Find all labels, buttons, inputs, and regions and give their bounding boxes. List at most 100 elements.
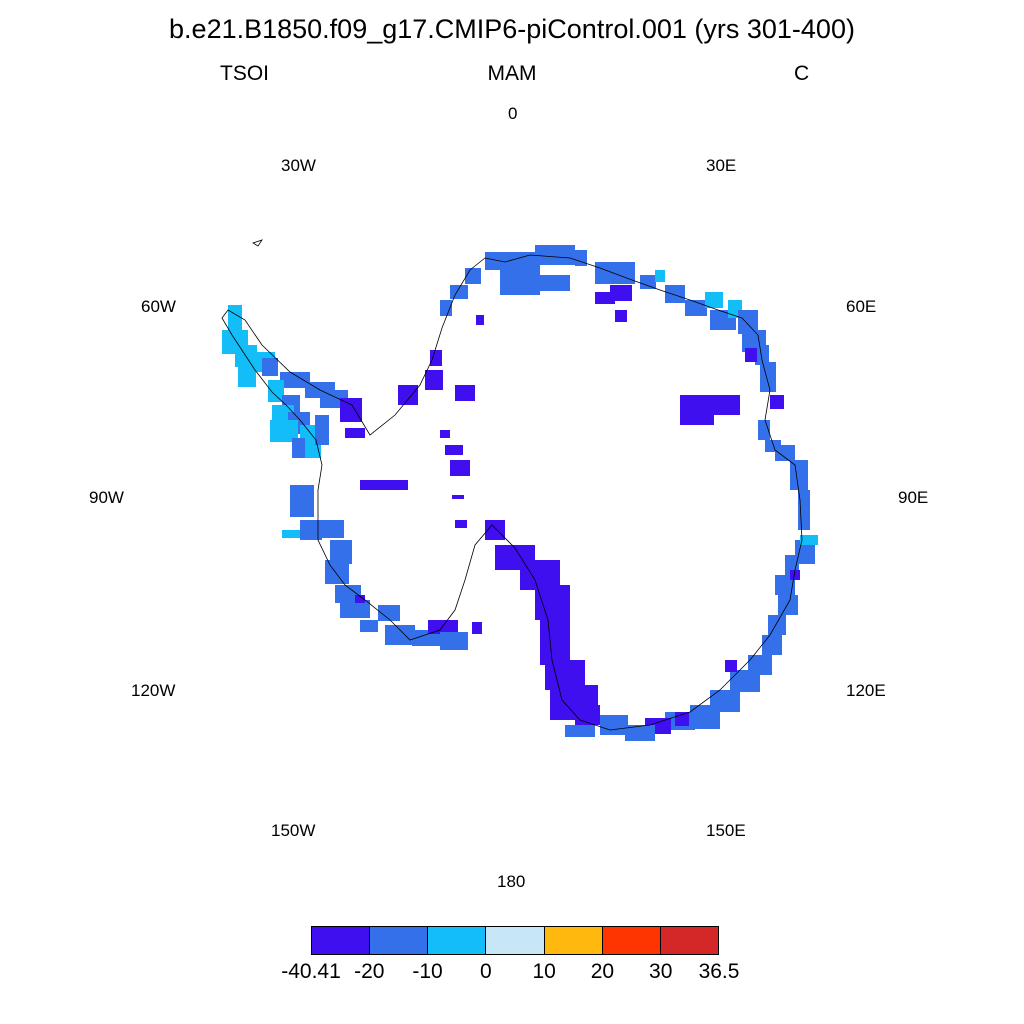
lon-label-90e: 90E — [898, 488, 929, 507]
grid-cell — [270, 420, 298, 442]
lon-label-120e: 120E — [846, 681, 886, 700]
grid-cell — [540, 620, 570, 665]
grid-cell — [775, 445, 795, 461]
colorbar-box-5 — [602, 927, 661, 954]
plot-title: b.e21.B1850.f09_g17.CMIP6-piControl.001 … — [169, 14, 855, 44]
map-cells — [222, 245, 818, 741]
peninsula-tip-islet — [252, 239, 263, 247]
variable-label: TSOI — [220, 62, 270, 85]
grid-cell — [800, 535, 818, 545]
grid-cell — [262, 358, 278, 376]
lon-label-30e: 30E — [706, 156, 737, 175]
colorbar-box-1 — [370, 927, 429, 954]
season-label: MAM — [487, 62, 537, 85]
lon-label-60w: 60W — [141, 297, 176, 316]
grid-cell — [525, 275, 570, 291]
grid-cell — [625, 725, 655, 741]
lon-label-120w: 120W — [131, 681, 176, 700]
colorbar-label: 30 — [649, 960, 673, 983]
grid-cell — [425, 370, 443, 390]
colorbar-label: -40.41 — [281, 960, 341, 983]
lon-label-30w: 30W — [281, 156, 316, 175]
grid-cell — [455, 520, 467, 528]
grid-cell — [445, 445, 463, 455]
grid-cell — [575, 250, 587, 266]
colorbar-label: 36.5 — [698, 960, 740, 983]
grid-cell — [575, 705, 600, 725]
grid-cell — [318, 520, 344, 538]
grid-cell — [238, 365, 256, 387]
grid-cell — [290, 485, 314, 517]
colorbar-label: -20 — [354, 960, 385, 983]
colorbar-box-4 — [544, 927, 603, 954]
grid-cell — [450, 460, 470, 476]
colorbar-label: -10 — [412, 960, 443, 983]
grid-cell — [355, 595, 365, 603]
grid-cell — [282, 530, 302, 538]
grid-cell — [430, 350, 442, 366]
lon-label-90w: 90W — [89, 488, 124, 507]
grid-cell — [300, 520, 322, 540]
grid-cell — [640, 275, 656, 289]
grid-cell — [725, 660, 737, 672]
grid-cell — [762, 635, 782, 655]
grid-cell — [778, 595, 798, 615]
grid-cell — [452, 495, 464, 499]
grid-cell — [335, 585, 361, 603]
grid-cell — [705, 292, 723, 308]
colorbar-box-6 — [660, 927, 718, 954]
grid-cell — [730, 670, 760, 692]
grid-cell — [610, 285, 632, 301]
units-label: C — [794, 62, 810, 85]
lon-label-180: 180 — [497, 872, 526, 891]
grid-cell — [745, 348, 757, 362]
grid-cell — [340, 398, 362, 422]
grid-cell — [665, 285, 685, 303]
grid-cell — [455, 385, 475, 401]
grid-cell — [280, 372, 310, 388]
grid-cell — [440, 632, 468, 650]
grid-cell — [360, 620, 378, 632]
colorbar-label: 10 — [532, 960, 556, 983]
grid-cell — [450, 285, 468, 299]
grid-cell — [770, 395, 784, 409]
grid-cell — [472, 622, 482, 634]
grid-cell — [340, 600, 370, 618]
grid-cell — [768, 615, 786, 635]
grid-cell — [398, 385, 418, 405]
grid-cell — [595, 262, 635, 284]
grid-cell — [476, 315, 484, 325]
grid-cell — [675, 712, 689, 726]
grid-cell — [315, 415, 329, 445]
grid-cell — [615, 310, 627, 322]
lon-label-60e: 60E — [846, 297, 877, 316]
grid-cell — [428, 620, 458, 634]
grid-cell — [330, 540, 352, 564]
grid-cell — [535, 245, 575, 265]
coastline — [221, 254, 803, 731]
lon-label-150e: 150E — [706, 821, 746, 840]
colorbar-box-0 — [312, 927, 371, 954]
grid-cell — [760, 362, 776, 392]
grid-cell — [738, 310, 758, 334]
colorbar-label: 0 — [480, 960, 492, 983]
grid-cell — [790, 570, 800, 580]
grid-cell — [535, 585, 570, 620]
grid-cell — [595, 292, 615, 304]
grid-cell — [710, 395, 740, 415]
grid-cell — [378, 605, 400, 621]
grid-cell — [440, 300, 452, 316]
grid-cell — [268, 380, 284, 402]
colorbar-box-2 — [428, 927, 487, 954]
lon-label-150w: 150W — [271, 821, 316, 840]
grid-cell — [485, 520, 505, 540]
grid-cell — [565, 725, 595, 737]
lon-label-0: 0 — [508, 104, 518, 123]
grid-cell — [385, 625, 415, 645]
colorbar — [311, 926, 719, 955]
grid-cell — [325, 560, 349, 584]
grid-cell — [680, 395, 714, 425]
grid-cell — [465, 268, 481, 284]
grid-cell — [345, 428, 365, 438]
